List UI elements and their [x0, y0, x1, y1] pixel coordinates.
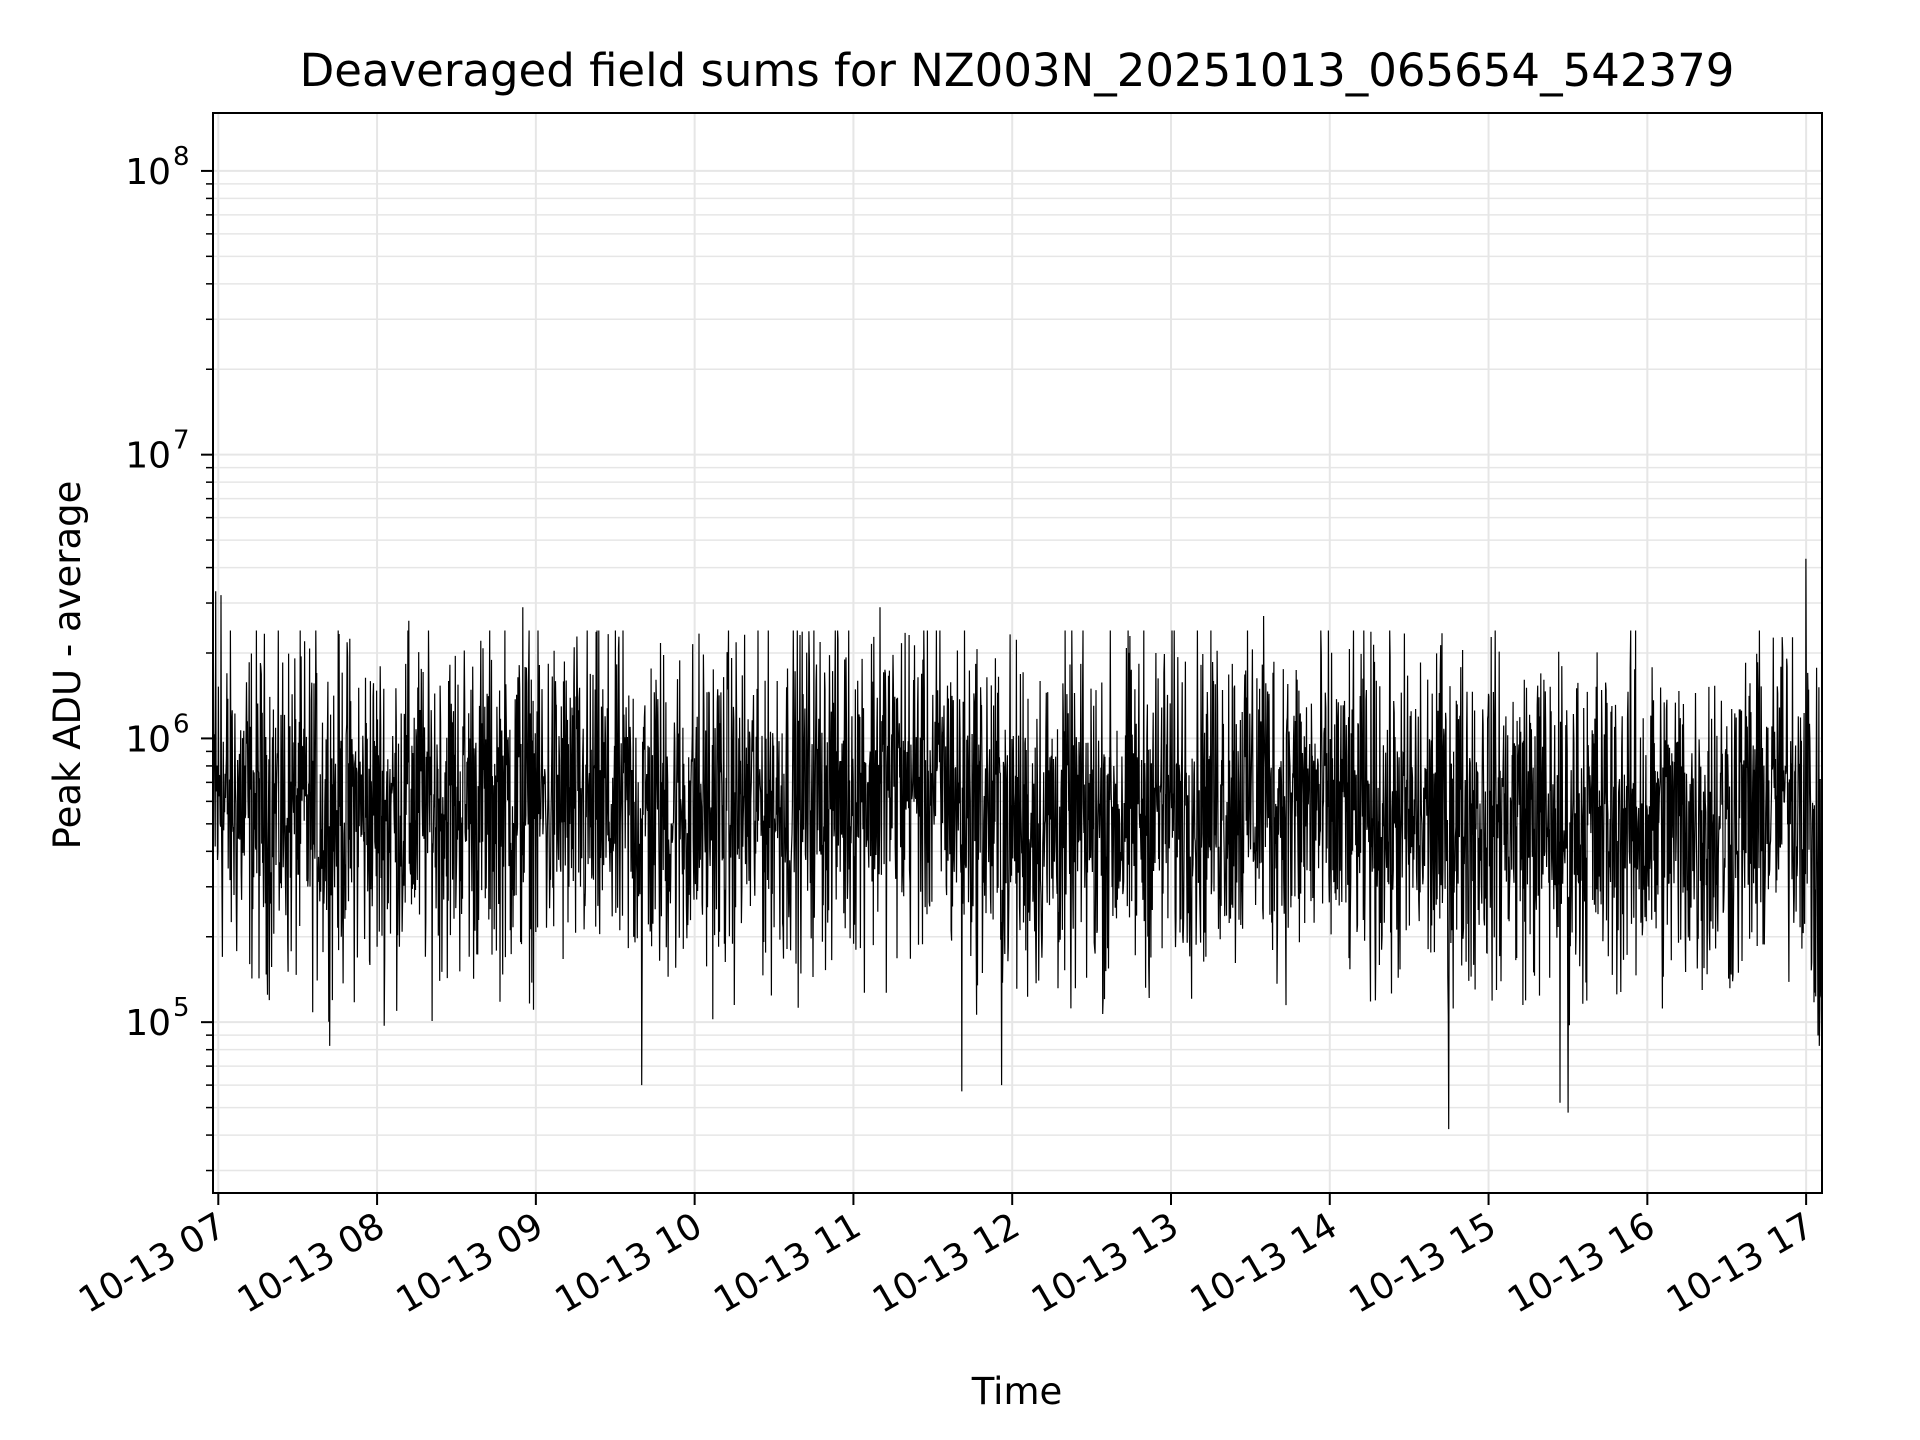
y-tick-label-exponent: 8 — [173, 142, 190, 172]
y-tick-label-base: 10 — [125, 1003, 171, 1044]
chart-title: Deaveraged field sums for NZ003N_2025101… — [300, 44, 1735, 97]
y-tick-label-base: 10 — [125, 719, 171, 760]
y-tick-label: 10 — [125, 719, 171, 760]
y-tick-label-exponent: 5 — [173, 993, 190, 1023]
y-tick-label-exponent: 7 — [173, 426, 190, 456]
y-axis-label: Peak ADU - average — [46, 481, 89, 850]
y-tick-label-base: 10 — [125, 436, 171, 477]
series-line-path — [212, 558, 1823, 1130]
y-tick-label-base: 10 — [125, 152, 171, 193]
y-tick-label: 10 — [125, 152, 171, 193]
series-line — [212, 558, 1823, 1130]
y-tick-label: 10 — [125, 1003, 171, 1044]
y-tick-label: 10 — [125, 436, 171, 477]
x-axis-label: Time — [971, 1370, 1063, 1413]
y-tick-label-exponent: 6 — [173, 709, 190, 739]
